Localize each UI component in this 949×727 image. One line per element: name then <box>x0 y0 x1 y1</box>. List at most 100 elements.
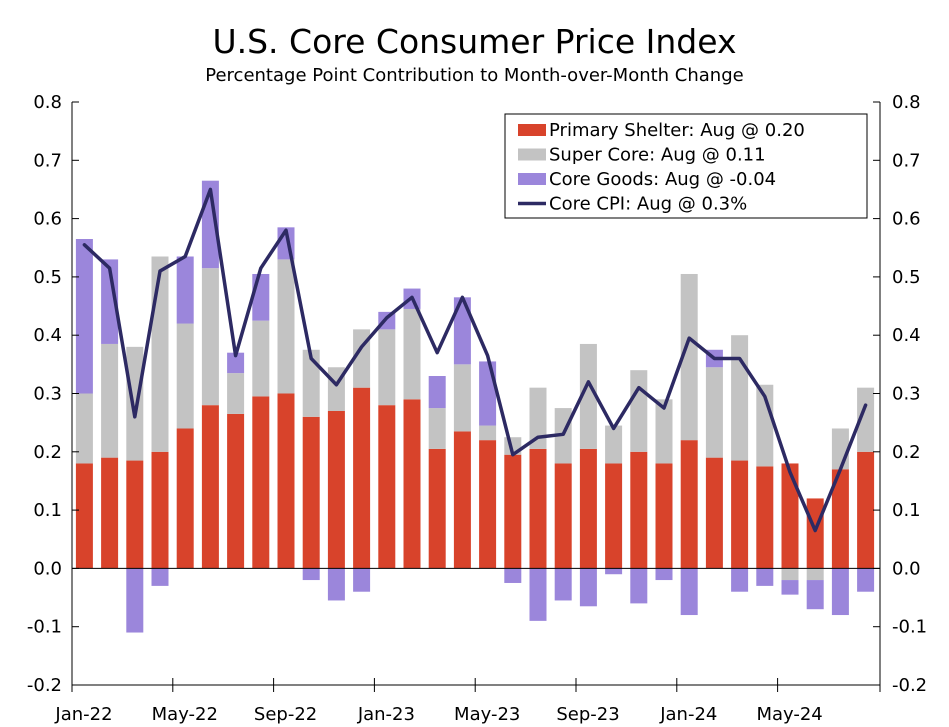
y-tick-label-right: -0.2 <box>892 675 927 696</box>
y-tick-label-right: 0.6 <box>892 209 921 230</box>
bar-series2-Mar-24 <box>731 568 749 592</box>
bar-series1-Mar-24 <box>731 335 749 461</box>
legend-swatch-1 <box>518 148 546 161</box>
bar-series1-Aug-24 <box>857 387 875 452</box>
legend-label-3: Core CPI: Aug @ 0.3% <box>549 194 747 215</box>
bar-series1-Mar-23 <box>428 408 446 449</box>
legend-box <box>504 113 868 219</box>
y-tick-label-left: -0.1 <box>27 617 62 638</box>
bar-series2-Nov-22 <box>327 568 345 601</box>
bar-series1-Sep-22 <box>277 259 295 394</box>
bar-series2-Jan-24 <box>680 568 698 616</box>
legend-label-1: Super Core: Aug @ 0.11 <box>549 145 766 166</box>
y-tick-label-left: 0.0 <box>33 558 62 579</box>
bar-series2-Jul-22 <box>227 352 245 374</box>
y-tick-label-left: 0.6 <box>33 209 62 230</box>
bar-series0-Aug-24 <box>857 451 875 569</box>
bar-series0-Oct-22 <box>302 416 320 569</box>
bar-series2-Aug-24 <box>857 568 875 592</box>
bar-series0-Mar-24 <box>731 460 749 569</box>
y-tick-label-left: 0.1 <box>33 500 62 521</box>
bar-series0-Dec-23 <box>655 463 673 569</box>
bar-series2-Aug-23 <box>554 568 572 601</box>
y-tick-label-right: 0.8 <box>892 92 921 113</box>
bar-series0-Oct-23 <box>605 463 623 569</box>
bar-series0-Jan-24 <box>680 440 698 569</box>
bar-series1-Mar-22 <box>126 346 144 461</box>
bar-series2-Jan-22 <box>75 239 93 394</box>
bar-series1-Nov-23 <box>630 370 648 452</box>
bar-series2-Apr-24 <box>756 568 774 586</box>
bar-series0-Feb-23 <box>403 399 421 569</box>
bar-series1-Jan-23 <box>378 329 396 406</box>
bar-series0-Sep-23 <box>579 448 597 569</box>
y-tick-label-right: 0.2 <box>892 442 921 463</box>
bar-series1-Oct-22 <box>302 349 320 417</box>
chart-subtitle: Percentage Point Contribution to Month-o… <box>205 65 744 86</box>
bar-series0-Nov-22 <box>327 410 345 569</box>
y-tick-label-left: 0.7 <box>33 150 62 171</box>
y-tick-label-right: 0.3 <box>892 384 921 405</box>
x-tick-label: May-22 <box>152 704 218 725</box>
bar-series2-Nov-23 <box>630 568 648 604</box>
bar-series0-Jul-24 <box>831 469 849 569</box>
x-tick-label: Sep-23 <box>556 704 619 725</box>
bar-series1-May-22 <box>176 323 194 429</box>
bar-series1-Apr-23 <box>453 364 471 432</box>
bar-series2-Mar-23 <box>428 376 446 409</box>
bar-series1-Jan-24 <box>680 273 698 441</box>
bar-series0-Apr-24 <box>756 466 774 569</box>
y-tick-label-right: 0.0 <box>892 558 921 579</box>
bar-series2-Aug-22 <box>252 273 270 321</box>
series-line-0 <box>82 187 868 533</box>
bar-series1-May-24 <box>781 568 799 581</box>
bar-series2-May-22 <box>176 256 194 324</box>
bar-series1-Apr-22 <box>151 256 169 452</box>
bar-series2-Sep-23 <box>579 568 597 607</box>
y-tick-label-left: -0.2 <box>27 675 62 696</box>
y-tick-label-left: 0.4 <box>33 325 62 346</box>
bar-series0-Jun-24 <box>806 498 824 569</box>
x-tick-label: Jan-22 <box>54 704 112 725</box>
y-tick-label-left: 0.2 <box>33 442 62 463</box>
bar-series1-Jun-24 <box>806 568 824 581</box>
bar-series2-Dec-23 <box>655 568 673 581</box>
line-layer <box>82 187 868 533</box>
axes-layer: 0.8 0.8 0.7 0.7 0.6 0.6 0.5 0.5 0.4 0.4 0.3 0.3 0.2 0… <box>27 92 927 725</box>
bar-series2-Jul-23 <box>529 568 547 621</box>
bar-series0-Jul-22 <box>227 413 245 569</box>
bar-series0-Jun-22 <box>201 405 219 569</box>
bar-series2-Feb-22 <box>101 259 119 344</box>
legend-swatch-0 <box>518 124 546 136</box>
bar-series0-Mar-22 <box>126 460 144 569</box>
y-tick-label-left: 0.3 <box>33 384 62 405</box>
legend-label-2: Core Goods: Aug @ -0.04 <box>549 169 776 190</box>
bar-series1-Oct-23 <box>605 425 623 464</box>
bar-series1-Jul-22 <box>227 373 245 414</box>
bar-series0-Aug-23 <box>554 463 572 569</box>
bar-series0-Sep-22 <box>277 393 295 569</box>
x-tick-label: May-24 <box>756 704 822 725</box>
y-tick-label-right: 0.1 <box>892 500 921 521</box>
y-tick-label-left: 0.8 <box>33 92 62 113</box>
bar-series0-Aug-22 <box>252 396 270 569</box>
bar-series1-Feb-22 <box>101 343 119 458</box>
bar-series1-May-23 <box>479 425 497 441</box>
bar-series1-Sep-23 <box>579 343 597 449</box>
bar-series0-May-23 <box>479 440 497 569</box>
bar-series0-Mar-23 <box>428 448 446 569</box>
y-tick-label-left: 0.5 <box>33 267 62 288</box>
legend-label-0: Primary Shelter: Aug @ 0.20 <box>549 120 805 141</box>
bar-series2-Apr-23 <box>453 297 471 365</box>
bar-series1-Feb-24 <box>705 367 723 458</box>
bar-series1-Jul-24 <box>831 428 849 470</box>
chart-title: U.S. Core Consumer Price Index <box>212 22 737 61</box>
bar-series0-Feb-22 <box>101 457 119 569</box>
y-tick-label-right: 0.5 <box>892 267 921 288</box>
bar-series0-Jul-23 <box>529 448 547 569</box>
y-tick-label-right: 0.7 <box>892 150 921 171</box>
x-tick-label: Jan-23 <box>357 704 415 725</box>
bar-series0-Apr-22 <box>151 451 169 569</box>
bar-series2-May-24 <box>781 580 799 595</box>
x-tick-label: Jan-24 <box>659 704 717 725</box>
